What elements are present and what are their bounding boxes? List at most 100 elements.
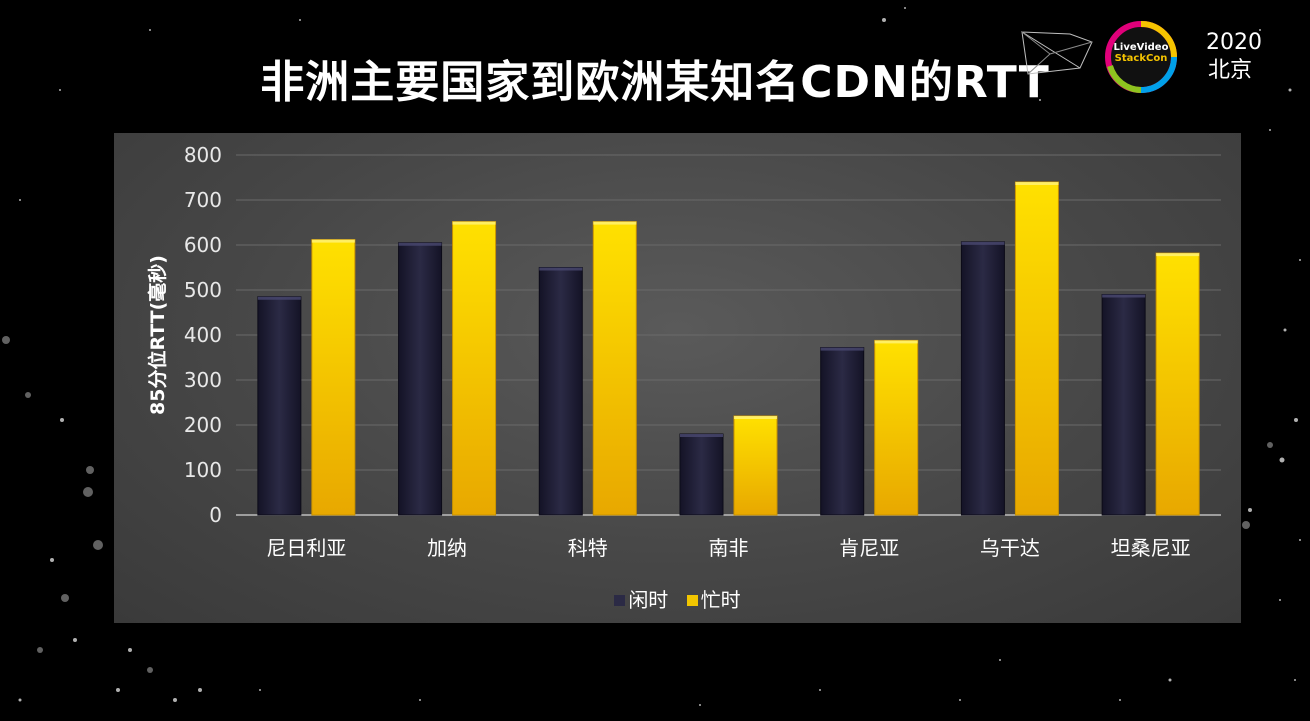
bar-busy [874,339,919,516]
bar-idle [820,347,865,516]
star-dot [60,418,64,422]
bar-top-highlight [1156,253,1200,257]
star-dot [83,487,93,497]
y-tick-label: 700 [184,188,222,212]
star-dot [25,392,31,398]
y-tick-label: 200 [184,413,222,437]
bar-top-highlight [1102,294,1146,298]
star-dot [1294,418,1298,422]
bar-busy [733,415,778,516]
y-tick-label: 300 [184,368,222,392]
x-tick-label: 科特 [568,536,608,560]
chart-legend: 闲时 忙时 [114,584,1241,613]
bar-busy [311,239,356,516]
bar-top-highlight [961,241,1005,245]
star-dot [173,698,177,702]
star-dot [299,19,301,21]
bar-chart: 0 100 200 300 400 500 600 700 800 85分位RTT(毫秒) 尼日利亚… [146,143,1221,560]
bar-idle [679,433,724,516]
star-dot [1168,678,1172,682]
bar-idle [1101,294,1146,516]
bar-idle [257,296,302,516]
bar-busy [592,221,637,516]
legend-item-busy: 忙时 [686,584,741,613]
star-dot [61,594,69,602]
geometric-decoration-icon [1021,31,1093,75]
star-dot [1279,599,1281,601]
star-dot [1294,679,1296,681]
legend-swatch-busy [686,595,698,606]
star-dot [1259,29,1261,31]
star-dot [699,704,701,706]
conference-logo: LiveVideo StackCon [1102,18,1180,96]
star-dot [73,638,77,642]
star-dot [1299,539,1301,541]
chart-panel: 0 100 200 300 400 500 600 700 800 85分位RTT(毫秒) 尼日利亚… [114,133,1241,623]
star-dot [198,688,202,692]
star-dot [2,336,10,344]
star-dot [147,667,153,673]
star-dot [19,199,21,201]
x-tick-label: 加纳 [427,536,467,560]
y-tick-label: 0 [209,503,222,527]
star-dot [882,18,886,22]
y-tick-label: 800 [184,143,222,167]
y-tick-label: 400 [184,323,222,347]
bar-top-highlight [820,347,864,351]
event-year: 2020 [1206,30,1262,55]
bar-busy [1155,252,1200,516]
x-tick-label: 南非 [709,536,749,560]
star-dot [86,466,94,474]
bar-top-highlight [734,416,777,419]
bar-top-highlight [311,239,355,243]
star-dot [1039,99,1041,101]
event-city: 北京 [1208,58,1253,83]
star-dot [959,699,961,701]
bar-top-highlight [680,434,723,437]
star-dot [59,89,61,91]
star-dot [1267,442,1273,448]
star-dot [1279,457,1285,463]
star-dot [1299,259,1301,261]
star-dot [419,699,421,701]
bar-idle [960,241,1005,516]
x-tick-label: 肯尼亚 [839,536,899,560]
bar-top-highlight [539,267,583,271]
star-dot [128,648,132,652]
bar-busy [452,221,497,516]
star-dot [1119,699,1121,701]
logo-text: LiveVideo StackCon [1102,42,1180,64]
bar-busy [1014,181,1059,516]
star-dot [1269,129,1271,131]
bar-idle [538,267,583,516]
star-dot [1242,521,1250,529]
bar-top-highlight [593,221,637,225]
logo-line2: StackCon [1114,53,1168,64]
logo-line1: LiveVideo [1113,42,1169,53]
legend-swatch-idle [614,595,626,606]
star-dot [1248,508,1252,512]
legend-label-idle: 闲时 [628,588,669,612]
star-dot [18,698,22,702]
y-axis-label: 85分位RTT(毫秒) [146,255,169,415]
star-dot [1283,328,1287,332]
bar-top-highlight [874,340,918,344]
logo-ring-icon [1105,21,1177,93]
star-dot [259,689,261,691]
bar-idle [398,242,443,516]
bar-top-highlight [1015,182,1059,185]
y-tick-label: 500 [184,278,222,302]
star-dot [819,689,821,691]
star-dot [93,540,103,550]
bar-top-highlight [452,221,496,225]
y-tick-label: 600 [184,233,222,257]
legend-label-busy: 忙时 [700,588,741,612]
y-tick-label: 100 [184,458,222,482]
bar-top-highlight [398,242,442,246]
x-tick-label: 坦桑尼亚 [1111,536,1191,560]
star-dot [1288,88,1292,92]
x-tick-label: 乌干达 [980,536,1040,560]
x-tick-label: 尼日利亚 [266,536,346,560]
slide-title: 非洲主要国家到欧洲某知名CDN的RTT [260,57,1050,108]
